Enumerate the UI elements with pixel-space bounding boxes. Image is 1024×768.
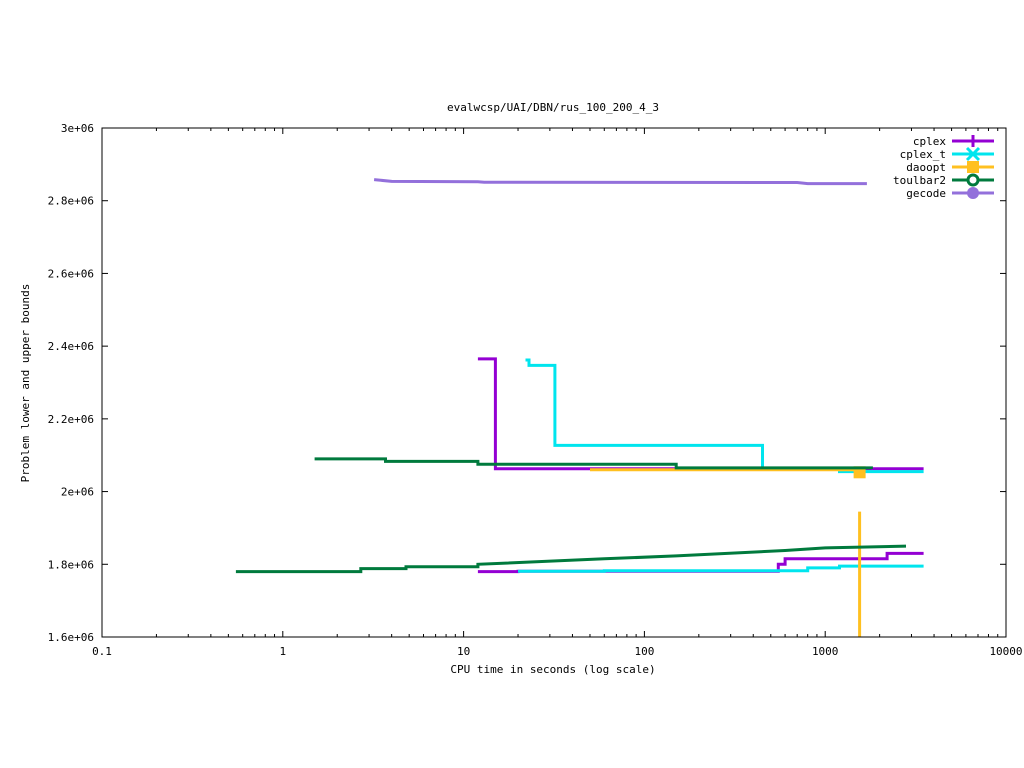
legend-label-cplex_t: cplex_t [900, 148, 946, 161]
legend-label-toulbar2: toulbar2 [893, 174, 946, 187]
y-tick-label: 2.4e+06 [48, 340, 94, 353]
y-tick-label: 2.8e+06 [48, 195, 94, 208]
y-axis-label: Problem lower and upper bounds [19, 284, 32, 483]
y-tick-label: 3e+06 [61, 122, 94, 135]
y-tick-label: 1.6e+06 [48, 631, 94, 644]
x-axis-label: CPU time in seconds (log scale) [450, 663, 655, 676]
x-tick-label: 0.1 [92, 645, 112, 658]
y-tick-label: 2.6e+06 [48, 267, 94, 280]
legend-marker-cplex [967, 135, 979, 147]
legend-label-gecode: gecode [906, 187, 946, 200]
x-tick-label: 1000 [812, 645, 839, 658]
series-gecode-upper-line [373, 178, 867, 186]
legend-marker-daoopt [967, 161, 979, 173]
legend-marker-gecode [967, 187, 979, 199]
y-axis: 1.6e+06 1.8e+06 2e+06 2.2e+06 2.4e+06 2.6e+06… [48, 122, 1006, 644]
y-tick-label: 2.2e+06 [48, 413, 94, 426]
legend-label-daoopt: daoopt [906, 161, 946, 174]
series-toulbar2-lower-line [235, 544, 907, 574]
x-tick-label: 1 [279, 645, 286, 658]
y-tick-label: 2e+06 [61, 486, 94, 499]
x-tick-label: 100 [634, 645, 654, 658]
y-tick-label: 1.8e+06 [48, 558, 94, 571]
plot-series [235, 178, 924, 637]
x-tick-label: 10000 [989, 645, 1022, 658]
x-tick-label: 10 [457, 645, 470, 658]
plot-frame [101, 127, 1007, 638]
series-cplex_t-lower-line [518, 564, 924, 573]
legend-marker-toulbar2 [966, 173, 980, 187]
legend-label-cplex: cplex [913, 135, 946, 148]
chart-title: evalwcsp/UAI/DBN/rus_100_200_4_3 [447, 101, 659, 114]
x-axis: 0.1 1 10 100 1000 10000 [92, 128, 1023, 658]
series-toulbar2-upper-line [314, 457, 873, 470]
legend-marker-cplex_t [965, 146, 981, 162]
